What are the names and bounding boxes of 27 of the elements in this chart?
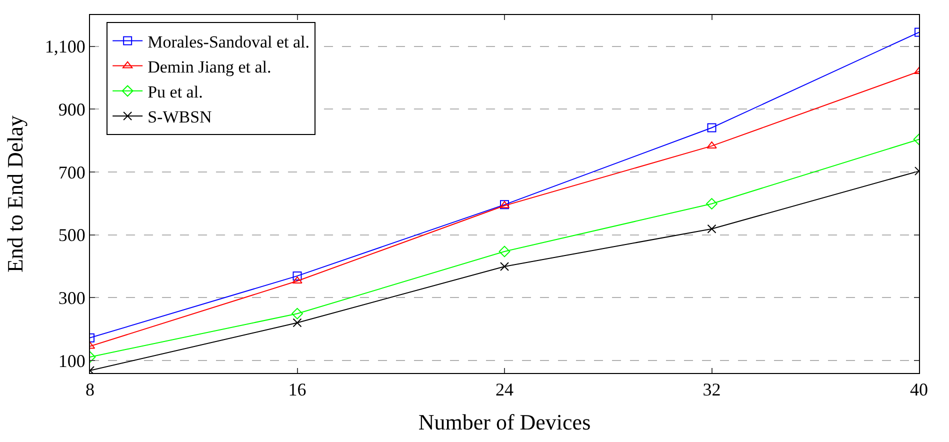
point — [706, 198, 718, 210]
point — [292, 276, 302, 284]
point — [707, 224, 716, 234]
point — [500, 262, 509, 272]
x-tick-label: 8 — [86, 380, 94, 400]
y-tick-label: 500 — [58, 225, 86, 246]
point — [292, 318, 302, 328]
x-tick-label: 24 — [496, 380, 514, 400]
y-axis-title: End to End Delay — [2, 115, 28, 273]
x-tick-label: 32 — [702, 380, 721, 400]
legend-label: Demin Jiang et al. — [148, 57, 272, 76]
y-tick-label: 100 — [58, 350, 86, 371]
x-tick-label: 16 — [288, 380, 306, 400]
point — [292, 271, 302, 280]
x-tick-label: 40 — [910, 380, 928, 400]
y-tick-label: 300 — [58, 288, 86, 308]
y-tick-label: 900 — [58, 100, 86, 120]
point — [707, 123, 716, 132]
point — [498, 246, 510, 258]
y-tick-label: 1,100 — [44, 36, 86, 57]
legend-label: Morales-Sandoval et al. — [148, 32, 310, 52]
legend-label: S-WBSN — [148, 108, 212, 127]
point — [706, 141, 717, 148]
legend-label: Pu et al. — [148, 82, 203, 102]
y-tick-label: 700 — [58, 162, 86, 182]
x-axis-title: Number of Devices — [418, 410, 591, 434]
point — [292, 308, 303, 320]
